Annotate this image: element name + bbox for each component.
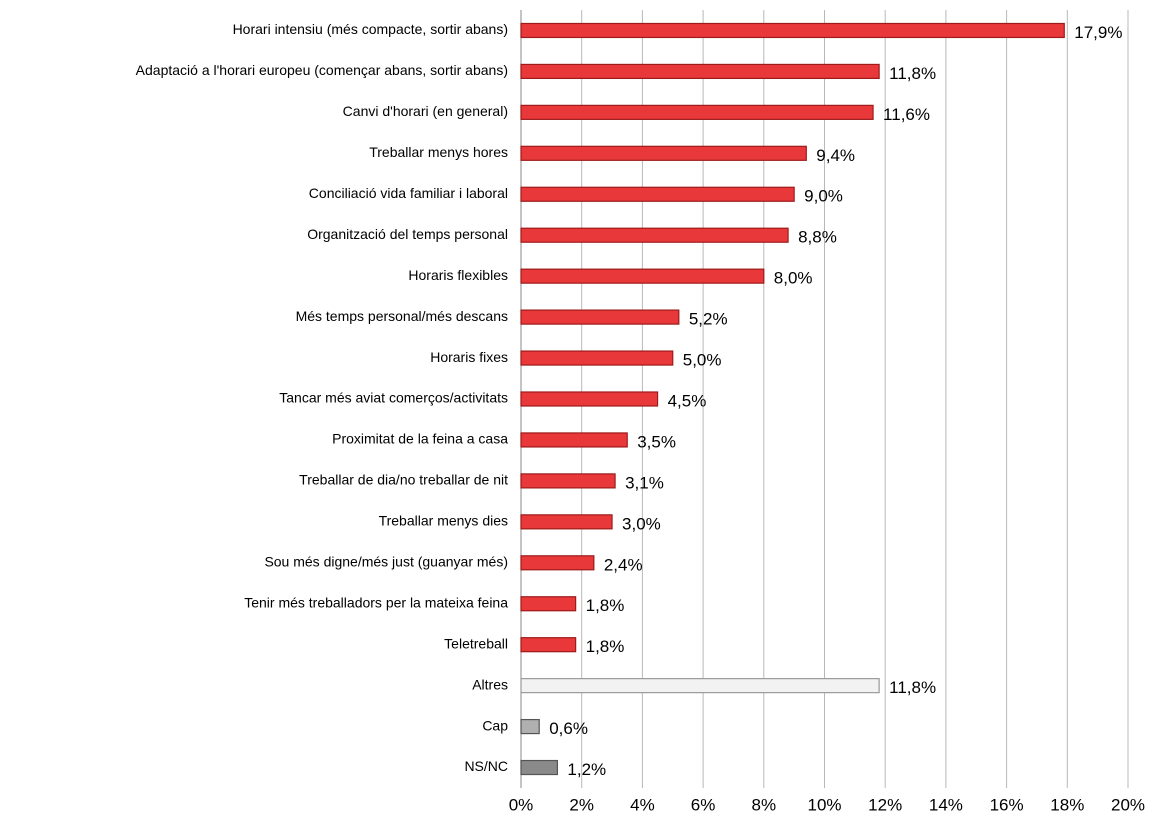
value-label: 17,9% <box>1074 23 1122 42</box>
value-label: 11,6% <box>883 105 930 124</box>
bar <box>520 555 595 571</box>
bar <box>520 432 628 448</box>
y-tick-label: Treballar de dia/no treballar de nit <box>299 472 508 488</box>
value-label: 1,8% <box>586 637 625 656</box>
value-label: 1,8% <box>586 596 625 615</box>
y-tick-label: Tenir més treballadors per la mateixa fe… <box>244 594 508 610</box>
bar <box>520 63 880 80</box>
x-tick-label: 14% <box>929 795 963 814</box>
value-label: 5,2% <box>689 310 728 329</box>
y-tick-label: Cap <box>482 717 508 733</box>
x-tick-label: 16% <box>990 795 1024 814</box>
bar <box>520 104 874 120</box>
value-label: 8,0% <box>774 269 813 288</box>
value-label: 5,0% <box>683 351 722 370</box>
y-tick-label: Sou més digne/més just (guanyar més) <box>264 553 508 569</box>
bar <box>520 268 765 284</box>
value-label: 2,4% <box>604 555 643 574</box>
x-tick-label: 6% <box>691 795 716 814</box>
bar <box>520 596 577 612</box>
x-tick-label: 18% <box>1050 795 1084 814</box>
value-label: 3,5% <box>637 432 676 451</box>
value-label: 11,8% <box>889 678 936 697</box>
x-tick-label: 0% <box>509 795 534 814</box>
bar <box>520 309 680 325</box>
value-label: 0,6% <box>549 719 588 738</box>
y-tick-label: Adaptació a l'horari europeu (començar a… <box>136 62 508 78</box>
bar <box>520 227 789 243</box>
y-tick-label: Més temps personal/més descans <box>296 308 508 324</box>
bar <box>520 145 807 161</box>
bar <box>520 350 674 366</box>
y-tick-label: Conciliació vida familiar i laboral <box>309 185 508 201</box>
y-tick-label: Organització del temps personal <box>307 226 508 242</box>
y-tick-label: Treballar menys dies <box>379 513 508 529</box>
y-tick-label: NS/NC <box>464 758 508 774</box>
value-label: 4,5% <box>668 391 707 410</box>
x-tick-label: 20% <box>1111 795 1145 814</box>
value-label: 3,0% <box>622 514 661 533</box>
value-label: 3,1% <box>625 473 664 492</box>
y-tick-label: Tancar més aviat comerços/activitats <box>279 390 508 406</box>
y-tick-label: Horaris flexibles <box>408 267 508 283</box>
bar <box>520 514 613 530</box>
x-tick-label: 8% <box>752 795 777 814</box>
y-tick-label: Proximitat de la feina a casa <box>332 431 508 447</box>
bar <box>520 473 616 489</box>
bar <box>520 22 1065 39</box>
bar <box>520 759 559 776</box>
value-label: 1,2% <box>567 760 606 779</box>
y-tick-label: Horari intensiu (més compacte, sortir ab… <box>233 21 508 37</box>
y-tick-label: Canvi d'horari (en general) <box>343 103 508 119</box>
y-tick-label: Teletreball <box>444 635 508 651</box>
bar <box>520 678 880 694</box>
x-tick-label: 4% <box>630 795 655 814</box>
value-label: 9,4% <box>816 146 855 165</box>
value-label: 8,8% <box>798 228 837 247</box>
y-tick-label: Altres <box>472 676 508 692</box>
x-tick-label: 10% <box>807 795 841 814</box>
y-tick-label: Treballar menys hores <box>369 144 508 160</box>
value-label: 11,8% <box>889 64 936 83</box>
bar <box>520 637 577 653</box>
bar <box>520 718 540 735</box>
x-tick-label: 12% <box>868 795 902 814</box>
x-tick-label: 2% <box>569 795 594 814</box>
bar <box>520 186 795 202</box>
y-tick-label: Horaris fixes <box>430 349 508 365</box>
value-label: 9,0% <box>804 187 843 206</box>
bar <box>520 391 659 407</box>
